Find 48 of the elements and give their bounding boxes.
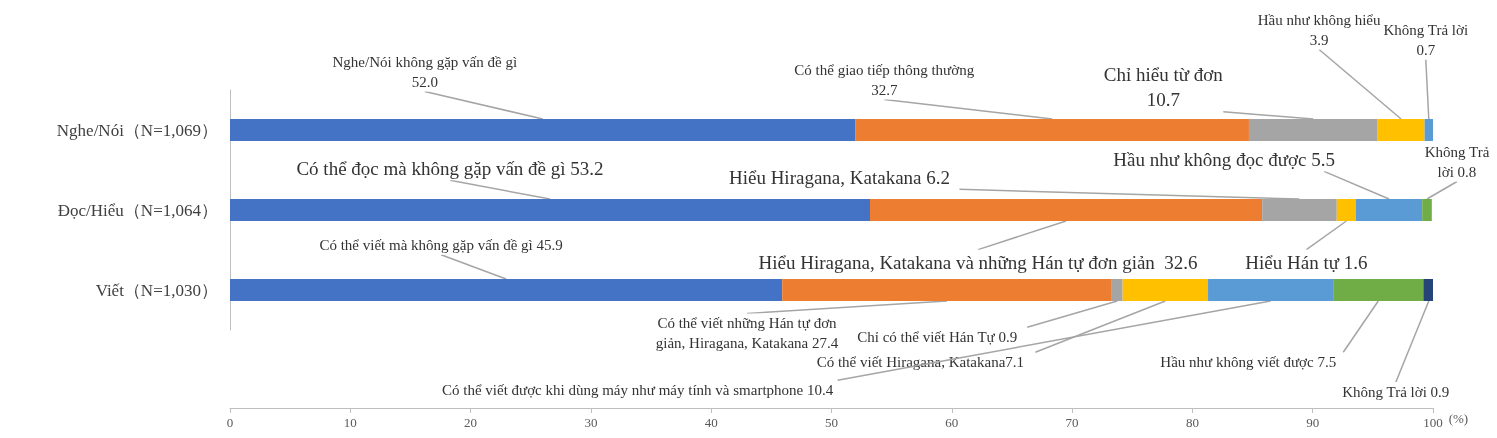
bar [1122, 279, 1209, 301]
data-label: Có thể viết được khi dùng máy như máy tính và smartphone 10.4 [441, 382, 834, 398]
bar [230, 199, 870, 221]
bar [1356, 199, 1423, 221]
bar [855, 119, 1249, 141]
x-tick-label: 60 [945, 415, 959, 430]
data-label: Hầu như không viết được 7.5 [1160, 354, 1337, 370]
data-label: Có thể giao tiếp thông thường 32.7 [794, 62, 975, 98]
x-tick-label: 10 [343, 415, 357, 430]
bar [1333, 279, 1424, 301]
x-tick-label: 70 [1065, 415, 1079, 430]
data-label: Chỉ có thể viết Hán Tự 0.9 [857, 329, 1018, 345]
bar [870, 199, 1263, 221]
bar [230, 279, 783, 301]
x-tick-label: 90 [1306, 415, 1320, 430]
data-label: Có thể viết mà không gặp vấn đề gì 45.9 [319, 237, 563, 253]
bar [1423, 279, 1433, 301]
x-tick-label: 30 [584, 415, 598, 430]
y-tick-label: Viết（N=1,030） [95, 280, 218, 300]
data-label: Hiểu Hiragana, Katakana và những Hán tự đơn giản 32.6 [758, 251, 1198, 273]
data-label: Có thể đọc mà không gặp vấn đề gì 53.2 [296, 157, 604, 179]
bar [1208, 279, 1334, 301]
data-label: Không Trả lời 0.8 [1424, 144, 1490, 180]
y-tick-label: Đọc/Hiểu（N=1,064） [57, 200, 218, 220]
x-axis-title: (%) [1448, 411, 1469, 426]
x-tick-label: 80 [1185, 415, 1199, 430]
data-label: Hiểu Hán tự 1.6 [1245, 251, 1368, 273]
data-label: Không Trả lời 0.7 [1383, 22, 1469, 58]
data-label: Có thể viết những Hán tự đơn giản, Hiragana, Katakana 27.4 [655, 315, 839, 351]
y-tick-label: Nghe/Nói（N=1,069） [56, 120, 218, 140]
bar [1377, 119, 1425, 141]
bar [782, 279, 1112, 301]
bar [230, 119, 856, 141]
x-tick-label: 40 [704, 415, 718, 430]
bar [1336, 199, 1357, 221]
data-label: Chỉ hiểu từ đơn 10.7 [1103, 64, 1224, 110]
data-label: Nghe/Nói không gặp vấn đề gì 52.0 [332, 54, 518, 90]
data-label: Không Trả lời 0.9 [1342, 384, 1450, 400]
data-label: Hầu như không hiểu 3.9 [1257, 12, 1381, 48]
x-tick-label: 20 [464, 415, 478, 430]
data-label: Có thể viết Hiragana, Katakana7.1 [816, 354, 1025, 370]
x-tick-label: 50 [825, 415, 838, 430]
x-tick-label: 0 [226, 415, 234, 430]
data-label: Hầu như không đọc được 5.5 [1113, 148, 1335, 170]
x-tick-label: 100 [1423, 415, 1443, 430]
bar [1424, 119, 1433, 141]
bar [1422, 199, 1432, 221]
data-label: Hiểu Hiragana, Katakana 6.2 [728, 166, 950, 188]
